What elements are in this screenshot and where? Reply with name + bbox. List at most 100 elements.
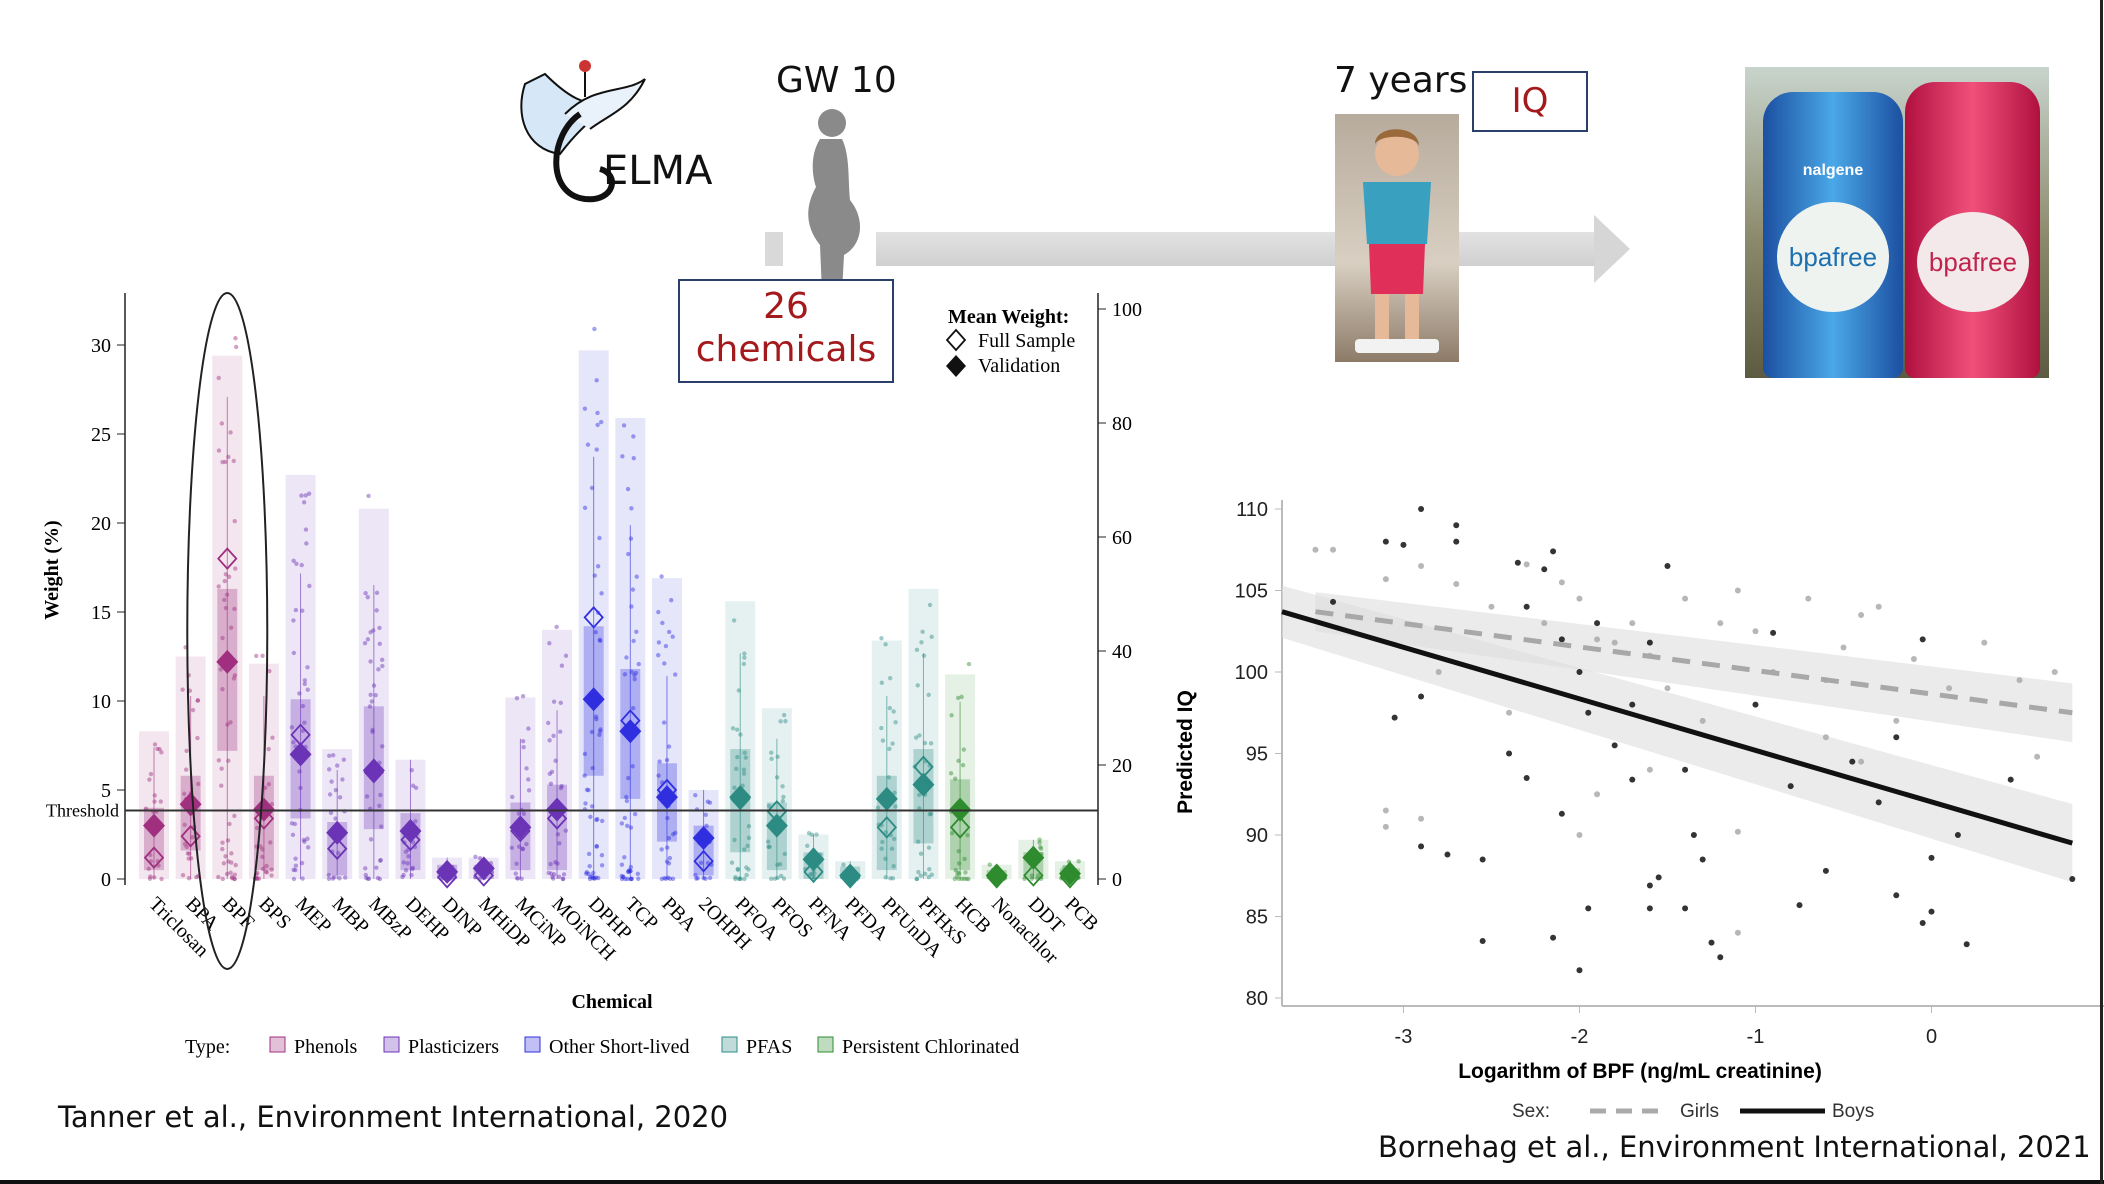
jitter-point bbox=[926, 874, 932, 880]
jitter-point bbox=[949, 713, 954, 718]
scatter-point-girls bbox=[1382, 807, 1389, 814]
jitter-point bbox=[340, 777, 345, 782]
jitter-point bbox=[669, 597, 674, 603]
jitter-point bbox=[629, 876, 634, 881]
jitter-point bbox=[738, 732, 743, 737]
scatter-point-boys bbox=[1418, 506, 1425, 512]
jitter-point bbox=[549, 871, 554, 876]
scatter-point-girls bbox=[1858, 758, 1865, 765]
jitter-point bbox=[186, 856, 191, 861]
validation-mean-marker bbox=[655, 785, 678, 810]
scatter-legend-girls: Girls bbox=[1680, 1101, 1719, 1122]
scatter-x-tick-label: 0 bbox=[1926, 1026, 1937, 1048]
jitter-point bbox=[599, 853, 605, 858]
jitter-point bbox=[890, 876, 896, 881]
type-legend-title: Type: bbox=[185, 1036, 230, 1058]
full-sample-mean-marker bbox=[693, 849, 714, 873]
jitter-point bbox=[263, 785, 268, 790]
jitter-point bbox=[558, 700, 563, 706]
jitter-point bbox=[219, 421, 225, 426]
jitter-point bbox=[768, 876, 774, 882]
arrow-head-icon bbox=[1594, 215, 1630, 283]
jitter-point bbox=[889, 846, 895, 851]
jitter-point bbox=[378, 857, 383, 863]
full-sample-mean-marker bbox=[546, 807, 568, 830]
full-sample-mean-marker bbox=[656, 778, 678, 802]
jitter-point bbox=[368, 692, 373, 698]
scatter-point-boys bbox=[1963, 941, 1970, 948]
scatter-x-axis-label: Logarithm of BPF (ng/mL creatinine) bbox=[1458, 1060, 1822, 1083]
scatter-point-boys bbox=[1541, 566, 1548, 573]
jitter-point bbox=[742, 655, 747, 660]
scatter-point-girls bbox=[1734, 828, 1741, 835]
jitter-point bbox=[879, 846, 884, 851]
jitter-point bbox=[233, 336, 238, 341]
jitter-point bbox=[400, 874, 405, 880]
jitter-point bbox=[293, 863, 299, 868]
scatter-point-girls bbox=[2016, 677, 2023, 684]
jitter-point bbox=[563, 653, 569, 658]
scatter-point-girls bbox=[1576, 832, 1583, 838]
jitter-point bbox=[585, 442, 591, 447]
jitter-point bbox=[914, 876, 919, 882]
jitter-point bbox=[619, 873, 624, 879]
jitter-point bbox=[554, 624, 559, 630]
scatter-point-girls bbox=[1418, 563, 1425, 570]
jitter-point bbox=[809, 832, 815, 837]
jitter-point bbox=[330, 876, 336, 881]
jitter-point bbox=[777, 862, 783, 867]
scatter-y-tick-label: 105 bbox=[1235, 581, 1268, 603]
jitter-point bbox=[328, 810, 334, 816]
jitter-point bbox=[733, 876, 738, 882]
scatter-point-boys bbox=[1682, 905, 1689, 912]
jitter-point bbox=[766, 844, 771, 850]
legend-validation: Validation bbox=[978, 355, 1060, 377]
scatter-point-girls bbox=[1506, 709, 1513, 716]
jitter-point bbox=[335, 763, 340, 768]
jitter-point bbox=[591, 875, 597, 881]
jitter-point bbox=[229, 874, 235, 880]
jitter-point bbox=[547, 738, 552, 743]
jitter-point bbox=[622, 855, 627, 860]
scatter-point-boys bbox=[1550, 548, 1557, 555]
jitter-point bbox=[185, 851, 191, 856]
blue-bottle: nalgene bpafree bbox=[1763, 92, 1903, 378]
jitter-point bbox=[922, 871, 928, 876]
type-legend-label: Phenols bbox=[294, 1036, 358, 1058]
jitter-point bbox=[619, 821, 625, 826]
jitter-point bbox=[368, 837, 374, 842]
y2-tick-label: 80 bbox=[1112, 413, 1132, 435]
jitter-point bbox=[293, 856, 298, 861]
validation-legend-icon bbox=[946, 355, 966, 377]
scatter-point-boys bbox=[1849, 758, 1856, 765]
jitter-point bbox=[147, 777, 152, 782]
validation-mean-marker bbox=[509, 815, 532, 840]
jitter-point bbox=[987, 862, 992, 867]
jitter-point bbox=[730, 726, 736, 731]
scatter-point-boys bbox=[1954, 832, 1961, 838]
full-sample-mean-marker bbox=[326, 837, 348, 861]
jitter-point bbox=[155, 746, 160, 752]
y-tick-label: 0 bbox=[101, 869, 111, 891]
jitter-point bbox=[220, 840, 225, 845]
jitter-point bbox=[410, 783, 416, 788]
jitter-point bbox=[742, 847, 747, 852]
jitter-point bbox=[521, 744, 526, 750]
full-sample-legend-icon bbox=[945, 328, 967, 352]
jitter-point bbox=[629, 604, 634, 609]
jitter-point bbox=[513, 871, 518, 876]
scatter-y-tick-label: 85 bbox=[1246, 907, 1268, 929]
jitter-point bbox=[228, 870, 233, 875]
jitter-point bbox=[922, 740, 928, 746]
jitter-point bbox=[232, 673, 238, 678]
jitter-point bbox=[621, 874, 626, 879]
jitter-point bbox=[729, 860, 735, 865]
jitter-point bbox=[148, 771, 154, 777]
jitter-point bbox=[291, 650, 297, 656]
scatter-legend-title: Sex: bbox=[1512, 1101, 1550, 1122]
jitter-point bbox=[364, 794, 370, 799]
jitter-point bbox=[619, 862, 625, 867]
jitter-point bbox=[952, 876, 958, 882]
jitter-point bbox=[264, 863, 269, 869]
scatter-legend-boys: Boys bbox=[1832, 1101, 1874, 1122]
